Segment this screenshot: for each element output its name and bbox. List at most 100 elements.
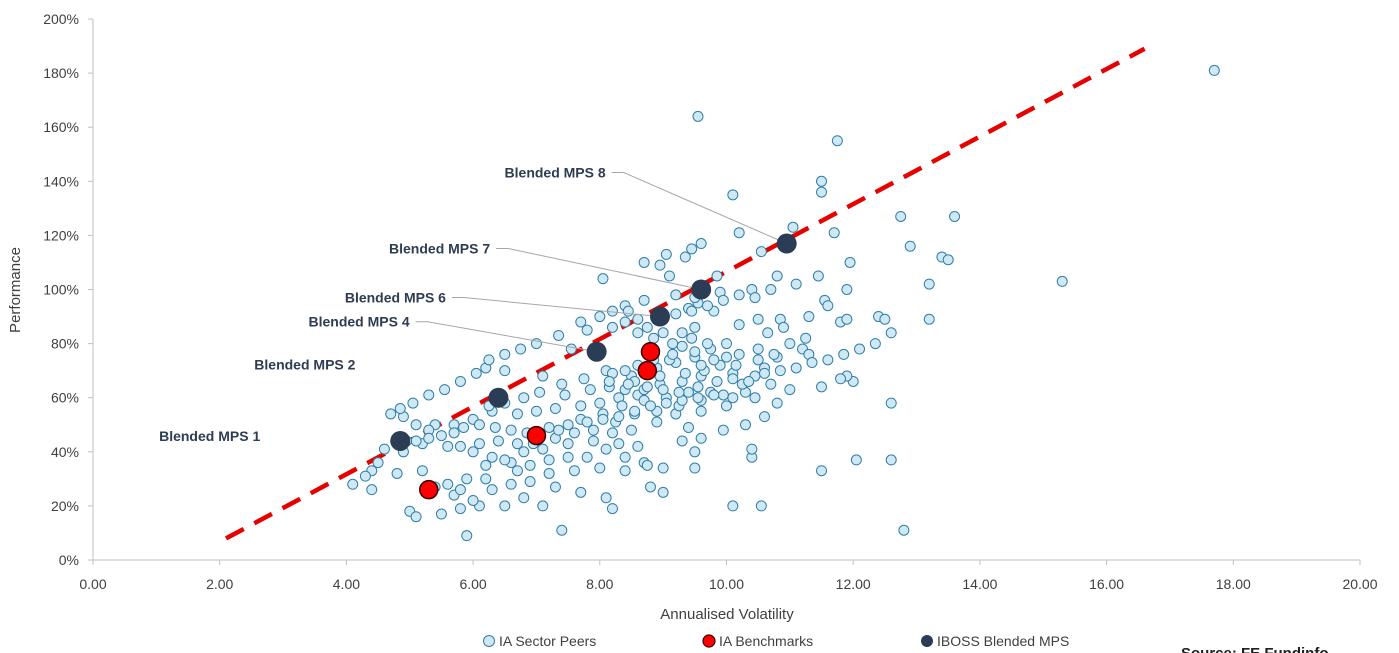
peer-point bbox=[727, 500, 739, 512]
peer-point bbox=[752, 354, 764, 366]
annotation-group: Blended MPS 1 Blended MPS 2 Blended MPS 4 B… bbox=[159, 165, 787, 444]
peer-point bbox=[657, 384, 669, 396]
peer-point bbox=[790, 362, 802, 374]
peer-point bbox=[838, 348, 850, 360]
peer-point bbox=[717, 294, 729, 306]
peer-point bbox=[721, 400, 732, 412]
peer-point bbox=[505, 478, 517, 490]
peer-point bbox=[559, 389, 571, 401]
peer-point bbox=[695, 238, 707, 250]
peer-point bbox=[442, 440, 454, 452]
peer-point bbox=[489, 421, 501, 433]
peer-point bbox=[366, 484, 378, 496]
annotation-label: Blended MPS 7 bbox=[389, 241, 490, 257]
peer-point bbox=[800, 332, 812, 344]
peer-point bbox=[717, 424, 729, 436]
peer-point bbox=[410, 511, 422, 523]
annotation-label: Blended MPS 4 bbox=[308, 314, 409, 330]
peer-point bbox=[594, 311, 606, 323]
peer-point bbox=[733, 289, 745, 301]
peer-point bbox=[581, 451, 593, 463]
peer-point bbox=[492, 435, 504, 447]
peer-point bbox=[657, 327, 669, 339]
peer-point bbox=[537, 500, 549, 512]
series-ia-sector-peers bbox=[347, 64, 1220, 542]
x-tick-label: 4.00 bbox=[333, 576, 360, 592]
peer-point bbox=[587, 435, 599, 447]
peer-point bbox=[629, 405, 641, 417]
peer-point bbox=[765, 378, 777, 390]
peer-point bbox=[556, 524, 568, 536]
peer-point bbox=[771, 397, 783, 409]
peer-point bbox=[689, 446, 701, 458]
peer-point bbox=[562, 451, 574, 463]
peer-point bbox=[759, 411, 771, 423]
peer-point bbox=[499, 365, 511, 377]
peer-point bbox=[632, 440, 644, 452]
y-axis-title: Performance bbox=[7, 247, 24, 333]
peer-point bbox=[597, 413, 609, 425]
peer-point bbox=[663, 270, 675, 282]
peer-point bbox=[869, 338, 881, 350]
peer-point bbox=[619, 316, 631, 328]
legend-label-peers: IA Sector Peers bbox=[499, 633, 596, 649]
peer-point bbox=[385, 408, 397, 420]
peer-point bbox=[435, 508, 447, 520]
peer-point bbox=[562, 419, 574, 431]
peer-point bbox=[686, 305, 698, 317]
peer-point bbox=[458, 421, 470, 433]
peer-point bbox=[587, 424, 599, 436]
peer-point bbox=[556, 378, 568, 390]
mps-point bbox=[586, 341, 607, 362]
peer-point bbox=[594, 397, 606, 409]
peer-point bbox=[486, 451, 498, 463]
y-tick-label: 180% bbox=[43, 65, 79, 81]
y-tick-label: 40% bbox=[51, 444, 79, 460]
x-tick-label: 12.00 bbox=[836, 576, 871, 592]
peer-point bbox=[692, 110, 704, 122]
peer-point bbox=[759, 367, 771, 379]
peer-point bbox=[530, 405, 542, 417]
peer-point bbox=[534, 386, 546, 398]
annotation-label: Blended MPS 2 bbox=[254, 357, 355, 373]
peer-point bbox=[787, 221, 799, 233]
peer-point bbox=[600, 492, 612, 504]
mps-point bbox=[649, 306, 670, 327]
peer-point bbox=[816, 186, 828, 198]
y-tick-label: 200% bbox=[43, 11, 79, 27]
peer-point bbox=[711, 375, 723, 387]
annotation-label: Blended MPS 1 bbox=[159, 428, 260, 444]
peer-point bbox=[553, 329, 565, 341]
peer-point bbox=[372, 457, 384, 469]
peer-point bbox=[885, 397, 897, 409]
peer-point bbox=[743, 375, 755, 387]
peer-point bbox=[898, 524, 910, 536]
mps-point bbox=[691, 279, 712, 300]
peer-point bbox=[638, 256, 650, 268]
peer-point bbox=[407, 397, 419, 409]
annotation-leader bbox=[611, 172, 787, 244]
peer-point bbox=[660, 397, 672, 409]
peer-point bbox=[581, 416, 593, 428]
peer-point bbox=[613, 438, 625, 450]
peer-point bbox=[568, 465, 580, 477]
mps-point bbox=[390, 430, 411, 451]
peer-point bbox=[499, 454, 511, 466]
x-tick-label: 18.00 bbox=[1216, 576, 1251, 592]
peer-point bbox=[518, 492, 530, 504]
annotation-label: Blended MPS 8 bbox=[505, 165, 606, 181]
peer-point bbox=[581, 324, 593, 336]
peer-point bbox=[816, 381, 828, 393]
peer-point bbox=[803, 311, 815, 323]
x-axis-title: Annualised Volatility bbox=[660, 606, 794, 623]
peer-point bbox=[692, 381, 704, 393]
peer-point bbox=[549, 481, 561, 493]
peer-point bbox=[575, 486, 587, 498]
peer-point bbox=[568, 427, 580, 439]
peer-point bbox=[410, 419, 422, 431]
legend-label-benchmarks: IA Benchmarks bbox=[719, 633, 813, 649]
peer-point bbox=[806, 357, 818, 369]
peer-point bbox=[511, 408, 523, 420]
legend-label-mps: IBOSS Blended MPS bbox=[937, 633, 1069, 649]
peer-point bbox=[765, 284, 777, 295]
